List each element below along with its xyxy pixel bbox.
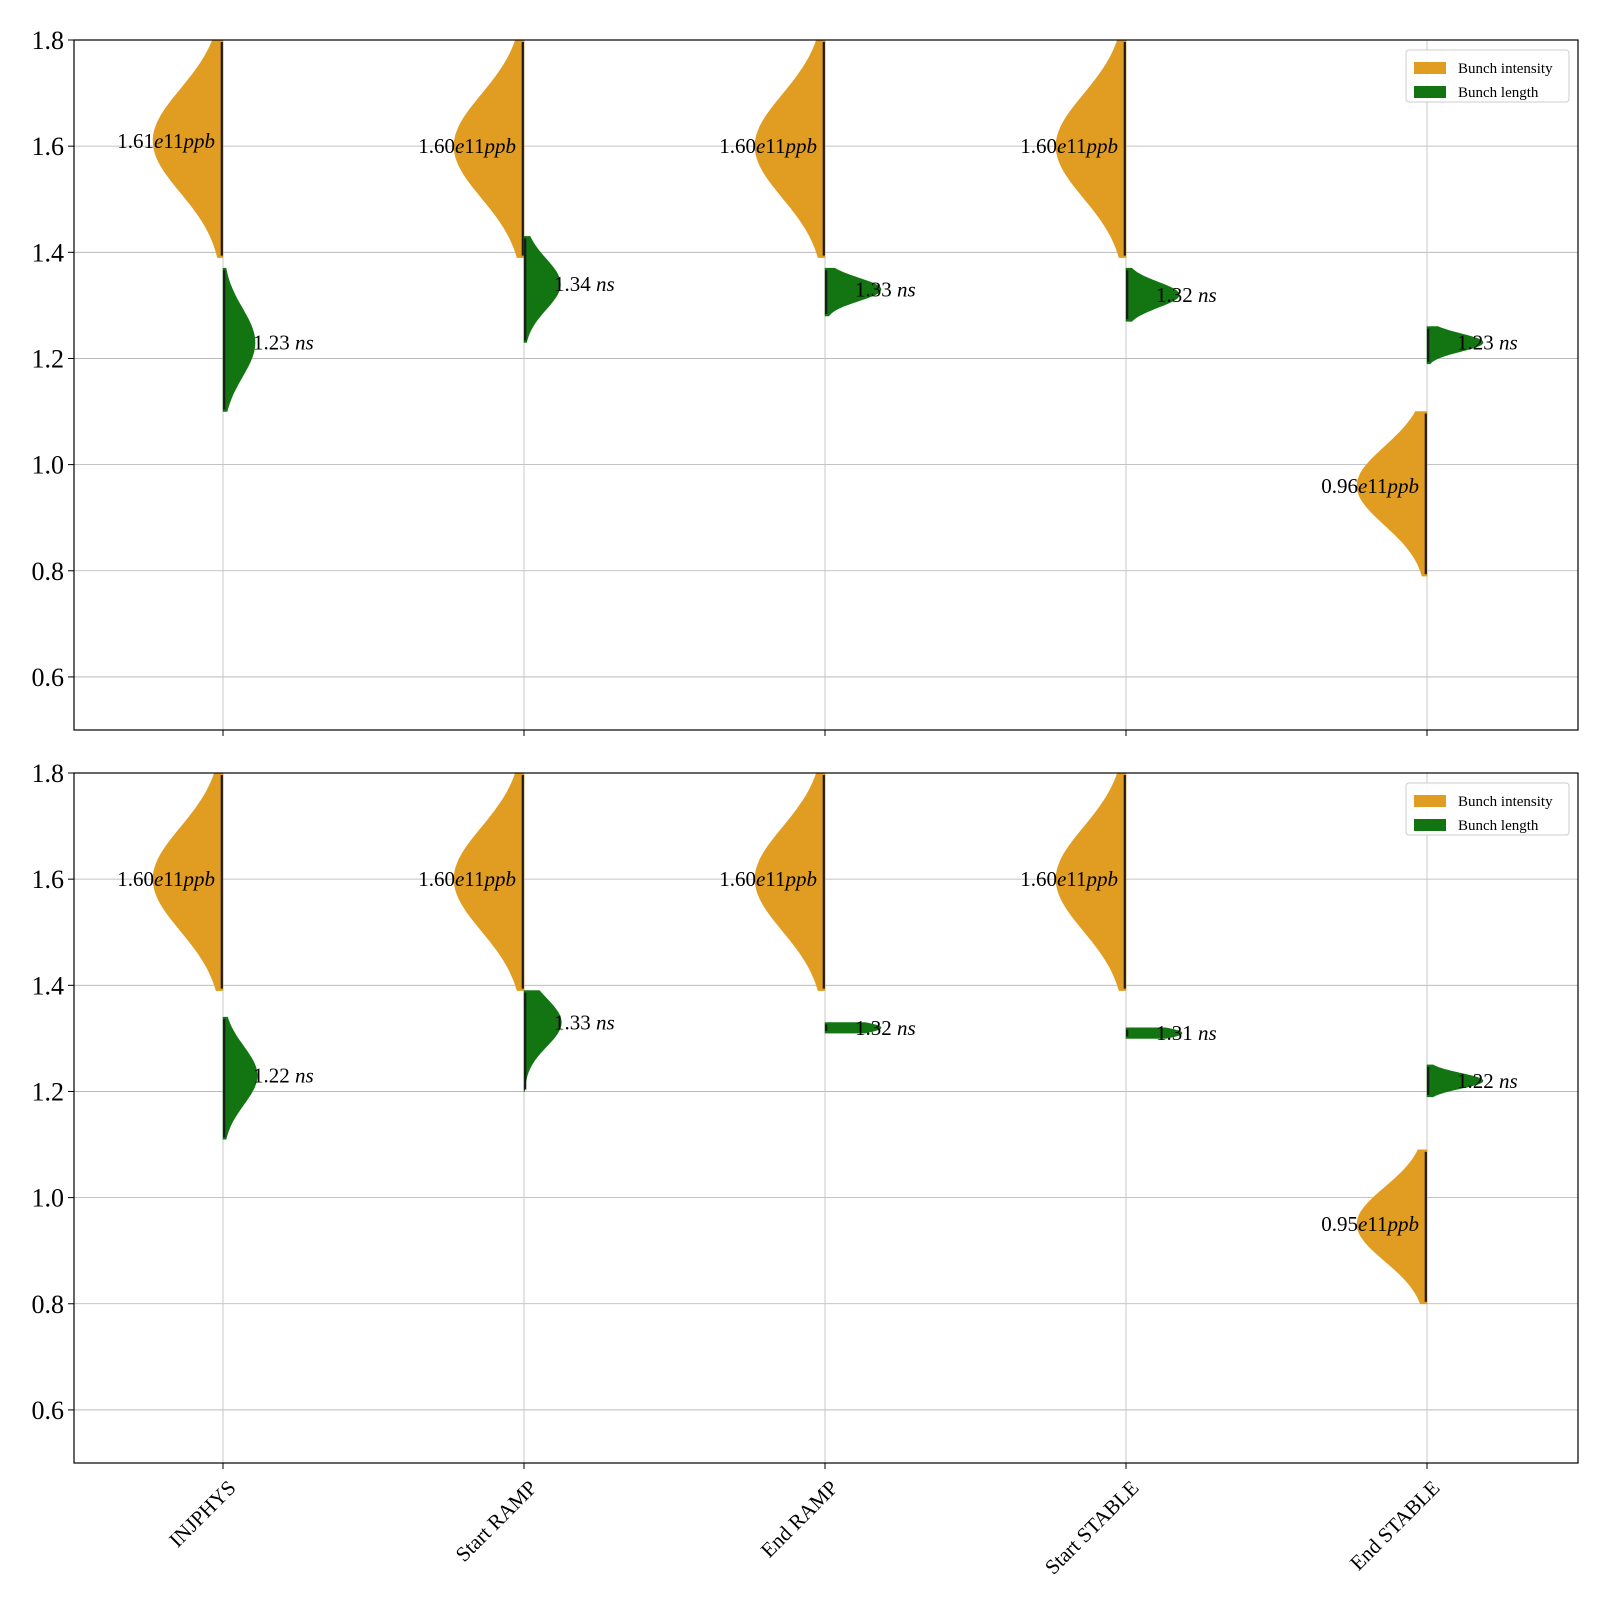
y-tick-label: 1.2 [32,344,65,373]
y-tick-label: 1.0 [32,1184,65,1213]
legend-swatch-intensity [1414,62,1446,74]
y-tick-label: 1.4 [32,971,65,1000]
violin-length-end-ramp [824,1022,882,1034]
chart-panel-1: 0.6 0.8 1.0 1.2 1.4 1.6 1.8 1.61e11ppb 1.60e11pp… [32,26,1579,736]
legend-label-length: Bunch length [1458,85,1539,101]
violin-annotation: 1.60e11ppb [117,867,215,891]
violin-annotation: 1.60e11ppb [719,867,817,891]
violin-intensity-injphys [152,39,224,258]
legend: Bunch intensity Bunch length [1405,49,1570,103]
violin-length-start-stable [1125,1027,1183,1039]
y-tick-label: 1.4 [32,238,65,267]
violin-intensity-start-stable [1055,772,1127,991]
legend-swatch-length [1414,86,1446,98]
violin-annotation: 0.95e11ppb [1321,1212,1419,1236]
violin-annotation: 1.31 ns [1156,1021,1217,1045]
violin-annotation: 1.61e11ppb [117,129,215,153]
violin-annotation: 1.33 ns [855,277,916,301]
chart-panel-2: 0.6 0.8 1.0 1.2 1.4 1.6 1.8 1.60e11ppb 1.60e11pp… [32,759,1579,1579]
violin-intensity-end-stable [1356,1149,1428,1305]
x-category-label: End STABLE [1345,1476,1445,1576]
violin-length-start-ramp [523,990,562,1092]
violin-length-end-ramp [824,267,882,317]
violin-intensity-start-ramp [453,39,525,258]
y-tick-label: 0.6 [32,663,65,692]
y-tick-label: 1.8 [32,759,65,788]
legend-swatch-length [1414,819,1446,831]
violin-intensity-injphys [152,772,224,991]
violin-annotation: 1.33 ns [554,1010,615,1034]
violin-intensity-end-stable [1356,411,1428,577]
violin-length-injphys [222,267,256,412]
y-tick-label: 0.8 [32,1290,65,1319]
y-tick-label: 1.0 [32,451,65,480]
legend-label-length: Bunch length [1458,818,1539,834]
violin-intensity-end-ramp [754,772,826,991]
legend: Bunch intensity Bunch length [1405,782,1570,836]
plot-frame [73,772,1579,1464]
violin-annotation: 1.22 ns [253,1064,314,1088]
violin-annotation: 1.23 ns [253,331,314,355]
y-tick-label: 1.6 [32,132,65,161]
y-tick-label: 1.8 [32,26,65,55]
violin-length-start-ramp [523,236,561,343]
violin-length-end-stable [1426,326,1484,365]
legend-label-intensity: Bunch intensity [1458,61,1553,77]
violin-annotation: 1.32 ns [1156,283,1217,307]
legend-box [1405,49,1570,103]
x-category-label: End RAMP [756,1476,843,1563]
violin-annotation: 1.22 ns [1457,1069,1518,1093]
violin-annotation: 1.32 ns [855,1016,916,1040]
violin-annotation: 1.23 ns [1457,331,1518,355]
violin-intensity-end-ramp [754,39,826,258]
y-tick-label: 0.6 [32,1396,65,1425]
legend-label-intensity: Bunch intensity [1458,794,1553,810]
violin-annotation: 0.96e11ppb [1321,474,1419,498]
x-category-label: Start RAMP [451,1476,542,1567]
violin-length-injphys [222,1016,258,1140]
violin-length-start-stable [1125,267,1180,322]
legend-swatch-intensity [1414,795,1446,807]
violin-annotation: 1.34 ns [554,272,615,296]
y-tick-label: 1.6 [32,865,65,894]
y-tick-label: 0.8 [32,557,65,586]
legend-box [1405,782,1570,836]
violin-annotation: 1.60e11ppb [1020,134,1118,158]
violin-annotation: 1.60e11ppb [418,867,516,891]
plot-frame [73,39,1579,731]
y-tick-label: 1.2 [32,1077,65,1106]
x-category-label: INJPHYS [164,1476,240,1552]
x-category-label: Start STABLE [1040,1476,1144,1580]
violin-intensity-start-ramp [453,772,525,991]
violin-annotation: 1.60e11ppb [719,134,817,158]
violin-annotation: 1.60e11ppb [418,134,516,158]
violin-annotation: 1.60e11ppb [1020,867,1118,891]
violin-length-end-stable [1426,1064,1484,1098]
violin-intensity-start-stable [1055,39,1127,258]
